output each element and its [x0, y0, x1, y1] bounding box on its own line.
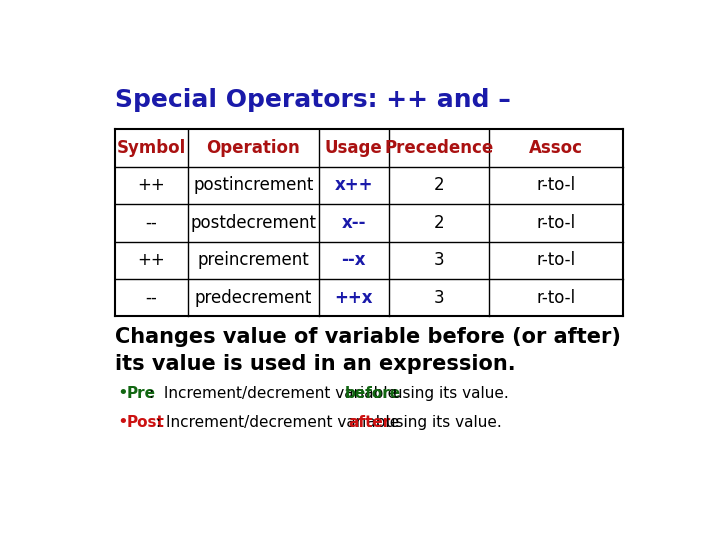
Text: x--: x-- [341, 214, 366, 232]
Text: Operation: Operation [207, 139, 300, 157]
Text: after: after [348, 415, 390, 430]
Text: r-to-l: r-to-l [536, 251, 575, 269]
Text: : Increment/decrement variable: : Increment/decrement variable [156, 415, 404, 430]
Text: 3: 3 [433, 251, 444, 269]
Text: postincrement: postincrement [193, 177, 313, 194]
Text: :  Increment/decrement variable: : Increment/decrement variable [149, 386, 402, 401]
Text: Special Operators: ++ and –: Special Operators: ++ and – [115, 87, 511, 112]
Text: using its value.: using its value. [381, 415, 501, 430]
Text: preincrement: preincrement [197, 251, 309, 269]
Text: 2: 2 [433, 177, 444, 194]
Text: ++: ++ [138, 251, 166, 269]
Text: its value is used in an expression.: its value is used in an expression. [115, 354, 516, 374]
Text: Changes value of variable before (or after): Changes value of variable before (or aft… [115, 327, 621, 347]
Text: ++x: ++x [334, 289, 373, 307]
Text: ++: ++ [138, 177, 166, 194]
Text: Pre: Pre [126, 386, 156, 401]
Text: predecrement: predecrement [194, 289, 312, 307]
Text: Precedence: Precedence [384, 139, 493, 157]
Text: r-to-l: r-to-l [536, 214, 575, 232]
Text: Symbol: Symbol [117, 139, 186, 157]
Text: •: • [117, 384, 127, 402]
Text: Post: Post [126, 415, 164, 430]
Text: --: -- [145, 214, 157, 232]
Text: before: before [345, 386, 401, 401]
Text: Assoc: Assoc [529, 139, 583, 157]
Text: r-to-l: r-to-l [536, 177, 575, 194]
Text: •: • [117, 414, 127, 431]
Text: x++: x++ [334, 177, 373, 194]
Text: Usage: Usage [325, 139, 382, 157]
Text: --: -- [145, 289, 157, 307]
Text: 3: 3 [433, 289, 444, 307]
Text: r-to-l: r-to-l [536, 289, 575, 307]
Text: 2: 2 [433, 214, 444, 232]
Text: using its value.: using its value. [388, 386, 509, 401]
Text: --x: --x [341, 251, 366, 269]
Text: postdecrement: postdecrement [190, 214, 316, 232]
